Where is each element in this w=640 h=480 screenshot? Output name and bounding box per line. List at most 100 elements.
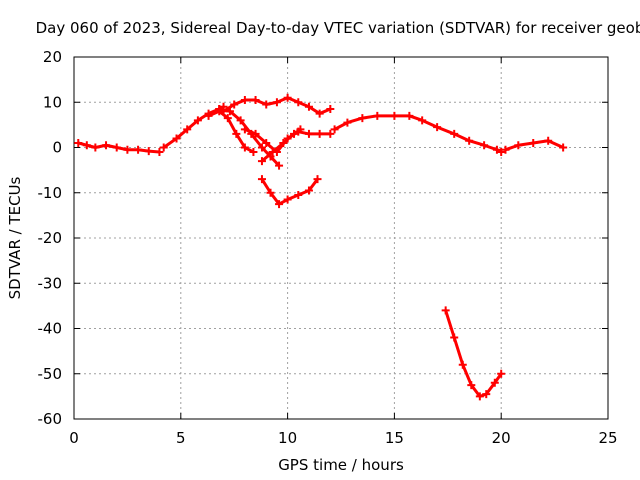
data-point (283, 195, 292, 204)
series-arc-10 (501, 136, 568, 154)
data-point (230, 100, 239, 109)
data-point (514, 141, 523, 150)
chart-title: Day 060 of 2023, Sidereal Day-to-day VTE… (36, 19, 640, 37)
data-point (91, 143, 100, 152)
y-tick-label: 20 (43, 48, 62, 66)
data-point (330, 125, 339, 134)
series-arc-2 (159, 102, 228, 152)
data-point (275, 161, 284, 170)
y-tick-label: 10 (43, 93, 62, 111)
ticks (73, 56, 609, 420)
series-arc-1 (74, 138, 164, 157)
data-point (144, 147, 153, 156)
data-point (257, 175, 266, 184)
series-arc-9 (330, 111, 506, 157)
data-point (315, 109, 324, 118)
data-point (458, 360, 467, 369)
y-axis-title: SDTVAR / TECUs (6, 176, 24, 299)
x-tick-label: 10 (278, 429, 297, 447)
y-tick-label: -60 (38, 410, 63, 428)
data-point (223, 114, 232, 123)
data-point (492, 145, 501, 154)
series-arc-5 (215, 105, 284, 170)
data-point (266, 188, 275, 197)
x-tick-label: 0 (69, 429, 79, 447)
data-point (405, 111, 414, 120)
series-arc-3 (219, 93, 335, 118)
data-point (296, 125, 305, 134)
data-point (251, 129, 260, 138)
x-tick-label: 20 (492, 429, 511, 447)
data-point (283, 93, 292, 102)
data-point (559, 143, 568, 152)
data-point (480, 141, 489, 150)
series-arc-11 (441, 306, 506, 401)
data-point (497, 148, 506, 157)
data-point (304, 129, 313, 138)
data-point (290, 129, 299, 138)
data-point (183, 125, 192, 134)
series-line (333, 114, 503, 154)
grid (74, 57, 608, 419)
data-point (204, 111, 213, 120)
series-layer (74, 93, 568, 401)
data-point (358, 114, 367, 123)
data-point (441, 306, 450, 315)
data-point (112, 143, 121, 152)
data-point (294, 191, 303, 200)
y-tick-label: -50 (38, 365, 63, 383)
data-point (257, 157, 266, 166)
data-point (272, 98, 281, 107)
y-tick-labels: 20 10 0 -10 -20 -30 -40 -50 -60 (38, 48, 63, 428)
data-point (134, 145, 143, 154)
data-point (465, 136, 474, 145)
data-point (433, 123, 442, 132)
series-line (444, 308, 503, 398)
data-point (102, 141, 111, 150)
data-point (450, 129, 459, 138)
data-point (490, 378, 499, 387)
data-point (236, 116, 245, 125)
data-point (467, 381, 476, 390)
data-point (240, 143, 249, 152)
data-point (240, 125, 249, 134)
data-point (313, 175, 322, 184)
data-point (232, 129, 241, 138)
data-point (257, 143, 266, 152)
data-point (251, 95, 260, 104)
data-point (450, 333, 459, 342)
data-point (215, 105, 224, 114)
data-point (275, 200, 284, 209)
y-tick-label: -10 (38, 184, 63, 202)
data-point (497, 369, 506, 378)
y-tick-label: -40 (38, 320, 63, 338)
data-point (373, 111, 382, 120)
data-point (82, 141, 91, 150)
data-point (326, 105, 335, 114)
data-point (193, 116, 202, 125)
data-point (123, 145, 132, 154)
data-point (343, 118, 352, 127)
data-point (225, 107, 234, 116)
data-point (268, 148, 277, 157)
data-point (482, 390, 491, 399)
data-point (304, 102, 313, 111)
data-point (262, 100, 271, 109)
x-tick-labels: 0 5 10 15 20 25 (69, 429, 617, 447)
data-point (475, 392, 484, 401)
data-point (529, 138, 538, 147)
data-point (240, 95, 249, 104)
x-tick-label: 5 (176, 429, 186, 447)
data-point (249, 148, 258, 157)
data-point (262, 138, 271, 147)
series-arc-7 (257, 125, 305, 166)
data-point (315, 129, 324, 138)
data-point (304, 186, 313, 195)
data-point (74, 138, 83, 147)
data-point (326, 129, 335, 138)
y-tick-label: -20 (38, 229, 63, 247)
data-point (418, 116, 427, 125)
y-tick-label: 0 (52, 139, 62, 157)
data-point (501, 145, 510, 154)
